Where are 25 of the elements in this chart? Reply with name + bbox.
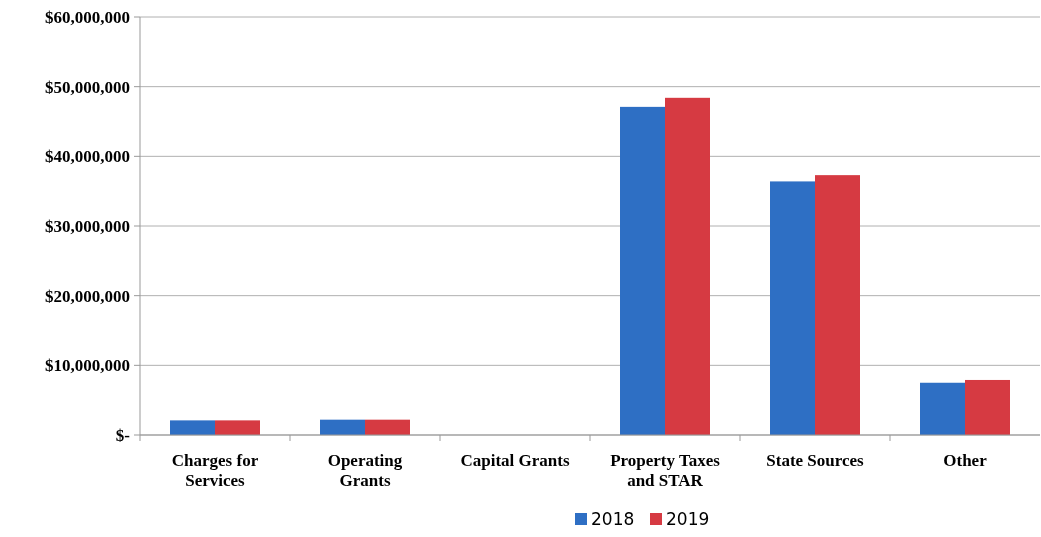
y-tick-label: $-: [115, 425, 131, 445]
bar: [965, 379, 1010, 435]
bar: [665, 97, 710, 435]
bar: [170, 420, 215, 435]
y-tick-label: $60,000,000: [45, 7, 130, 27]
bar: [815, 175, 860, 435]
x-tick-label: Other: [943, 451, 988, 470]
bar: [770, 181, 815, 435]
x-tick-label: State Sources: [766, 451, 865, 470]
bar: [320, 419, 365, 435]
x-tick-label: Operating Grants: [327, 451, 403, 490]
y-tick-label: $10,000,000: [45, 356, 130, 376]
y-tick-label: $40,000,000: [45, 147, 130, 167]
y-tick-label: $30,000,000: [45, 216, 130, 236]
y-tick-label: $50,000,000: [45, 77, 130, 97]
y-tick-label: $20,000,000: [45, 286, 130, 306]
bar: [215, 420, 260, 435]
bar: [620, 106, 665, 435]
bar: [365, 419, 410, 435]
legend-label: 2018: [591, 509, 635, 529]
legend-label: 2019: [666, 509, 710, 529]
x-tick-label: Property Taxes and STAR: [610, 451, 721, 490]
bar: [920, 382, 965, 435]
x-tick-label: Charges for Services: [171, 451, 259, 490]
x-tick-label: Capital Grants: [460, 451, 570, 470]
